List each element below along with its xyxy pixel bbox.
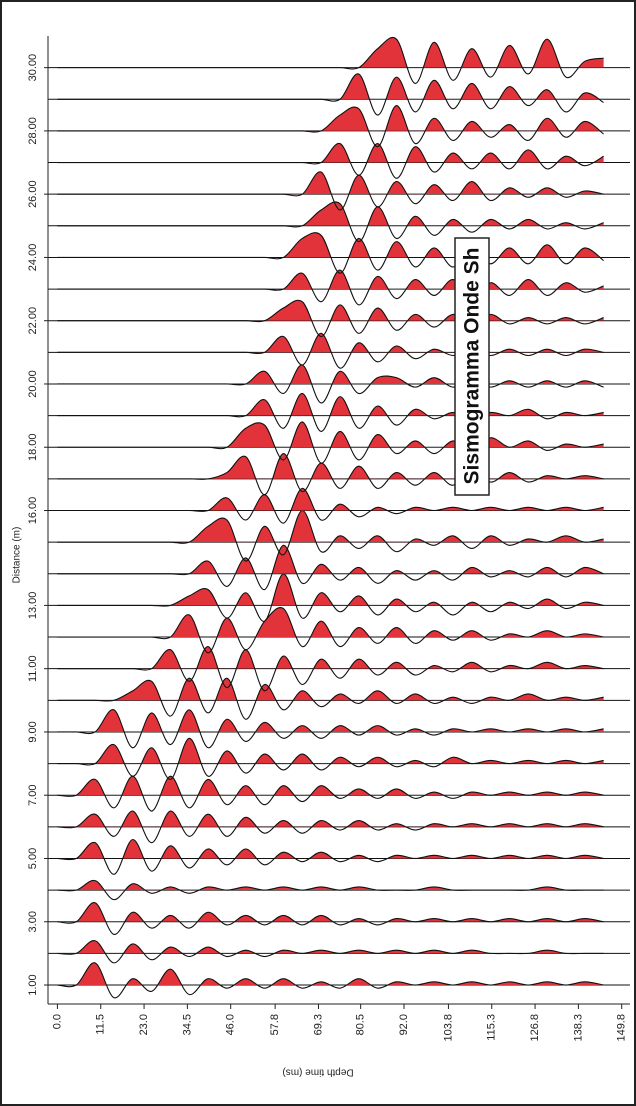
trace-line — [57, 269, 604, 306]
x-tick-label: 115.3 — [486, 1014, 498, 1041]
trace-line — [57, 940, 604, 964]
trace-line — [57, 36, 604, 85]
x-tick-label: 46.0 — [225, 1014, 237, 1035]
trace-fill — [321, 143, 604, 163]
y-tick-label: 9.00 — [27, 721, 39, 742]
trace-line — [57, 645, 604, 692]
trace-fill — [339, 73, 600, 100]
y-tick-label: 7.00 — [27, 785, 39, 806]
x-tick-label: 69.3 — [312, 1014, 324, 1035]
trace-fill — [76, 902, 604, 922]
trace-line — [57, 332, 604, 369]
y-tick-label: 28.00 — [27, 117, 39, 145]
trace-line — [57, 105, 604, 148]
x-tick-label: 149.8 — [616, 1014, 628, 1042]
y-tick-label: 18.00 — [27, 433, 39, 461]
trace-fill — [283, 232, 601, 258]
y-tick-label: 1.00 — [27, 974, 39, 995]
trace-fill — [76, 839, 604, 859]
trace-fill — [208, 453, 604, 479]
trace-line — [57, 737, 604, 780]
trace-fill — [76, 880, 566, 891]
trace-fill — [302, 172, 604, 195]
trace-line — [57, 73, 604, 116]
trace-line — [57, 709, 604, 749]
x-tick-label: 126.8 — [529, 1014, 541, 1042]
y-tick-label: 26.00 — [27, 180, 39, 208]
trace-line — [57, 677, 604, 720]
title-box — [454, 237, 490, 496]
y-tick-label: 5.00 — [27, 848, 39, 869]
y-tick-label: 3.00 — [27, 911, 39, 932]
y-tick-label: 30.00 — [27, 54, 39, 82]
trace-fill — [95, 738, 604, 764]
x-tick-label: 23.0 — [138, 1014, 150, 1035]
trace-line — [57, 962, 604, 999]
x-tick-label: 80.5 — [355, 1014, 367, 1035]
y-tick-label: 20.00 — [27, 370, 39, 398]
trace-fill — [226, 421, 604, 448]
x-tick-label: 0.0 — [51, 1014, 63, 1029]
trace-fill — [283, 270, 604, 290]
trace-fill — [189, 510, 604, 543]
trace-line — [57, 232, 604, 274]
x-tick-label: 11.5 — [95, 1014, 107, 1035]
trace-line — [57, 902, 604, 935]
x-tick-label: 92.0 — [398, 1014, 410, 1035]
trace-fill — [170, 607, 604, 638]
y-tick-label: 24.00 — [27, 244, 39, 272]
x-tick-label: 57.8 — [269, 1014, 281, 1035]
trace-fill — [76, 776, 604, 796]
trace-line — [57, 810, 604, 844]
x-tick-label: 103.8 — [442, 1014, 454, 1042]
y-tick-label: 13.00 — [27, 592, 39, 620]
trace-fill — [95, 709, 604, 732]
trace-fill — [321, 105, 601, 131]
trace-line — [57, 143, 604, 179]
trace-line — [57, 544, 604, 591]
trace-line — [57, 201, 604, 243]
chart-title: Sismogramma Onde Sh — [461, 248, 484, 485]
trace-line — [57, 487, 604, 524]
trace-line — [57, 453, 604, 496]
trace-line — [57, 421, 604, 464]
y-tick-label: 11.00 — [27, 655, 39, 682]
x-axis-title: Depth time (ms) — [282, 1066, 353, 1077]
y-axis-title: Distance (m) — [12, 527, 23, 584]
trace-line — [57, 775, 604, 812]
trace-line — [57, 299, 604, 338]
trace-line — [57, 392, 604, 432]
trace-fill — [76, 962, 604, 986]
trace-line — [57, 171, 604, 211]
trace-line — [57, 509, 604, 562]
trace-line — [57, 879, 604, 901]
trace-line — [57, 573, 604, 622]
y-tick-label: 16.00 — [27, 497, 39, 525]
trace-line — [57, 607, 604, 654]
x-tick-label: 138.3 — [572, 1014, 584, 1042]
trace-fill — [189, 545, 604, 574]
y-tick-label: 22.00 — [27, 307, 39, 335]
trace-fill — [245, 393, 604, 416]
x-tick-label: 34.5 — [181, 1014, 193, 1035]
traces — [48, 36, 630, 999]
trace-line — [57, 364, 604, 404]
trace-line — [57, 838, 604, 875]
trace-fill — [76, 811, 604, 827]
trace-fill — [76, 940, 566, 954]
